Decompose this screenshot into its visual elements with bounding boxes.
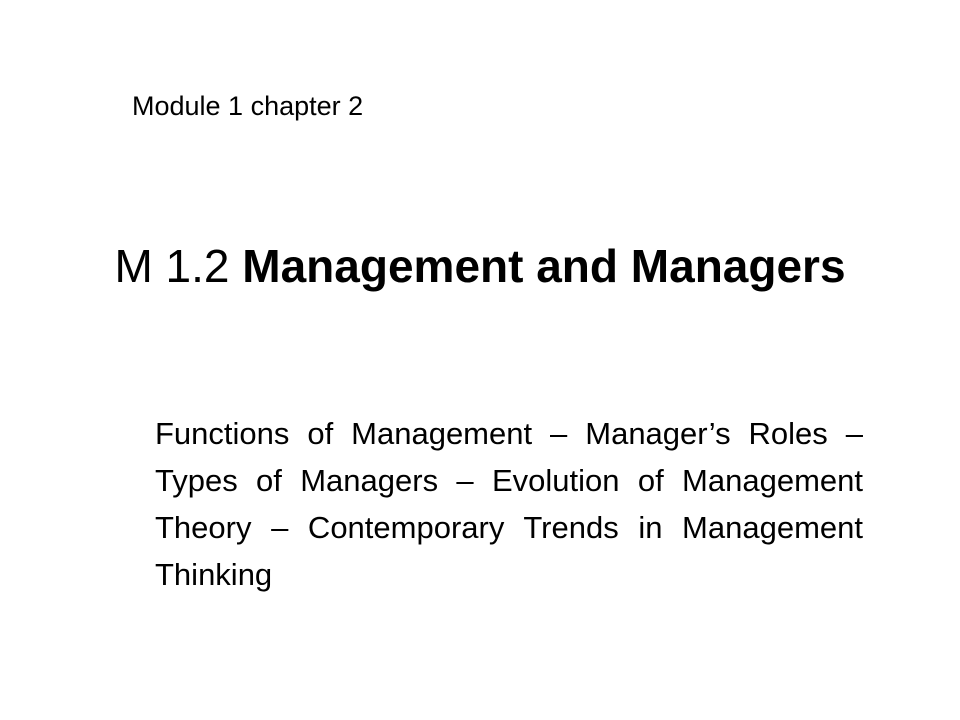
- title-main: Management and Managers: [242, 240, 846, 292]
- module-label: Module 1 chapter 2: [132, 91, 364, 121]
- title-prefix: M 1.2: [114, 240, 243, 292]
- slide-body-text: Functions of Management – Manager’s Role…: [155, 416, 863, 592]
- slide-title: M 1.2 Management and Managers: [80, 232, 880, 300]
